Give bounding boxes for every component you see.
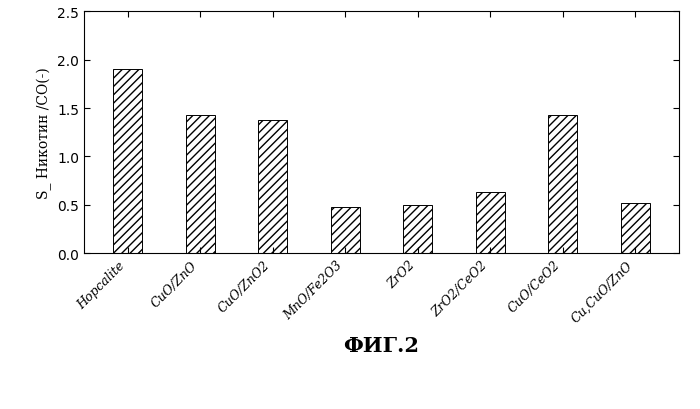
Bar <box>258 120 287 254</box>
Y-axis label: S_ Никотин /CO(-): S_ Никотин /CO(-) <box>36 67 52 199</box>
Bar <box>621 203 650 254</box>
Bar <box>186 116 215 254</box>
Bar <box>403 205 433 254</box>
Bar <box>548 116 578 254</box>
Bar <box>476 193 505 254</box>
Bar <box>330 207 360 254</box>
Bar <box>113 70 142 254</box>
X-axis label: ФИГ.2: ФИГ.2 <box>344 335 419 355</box>
